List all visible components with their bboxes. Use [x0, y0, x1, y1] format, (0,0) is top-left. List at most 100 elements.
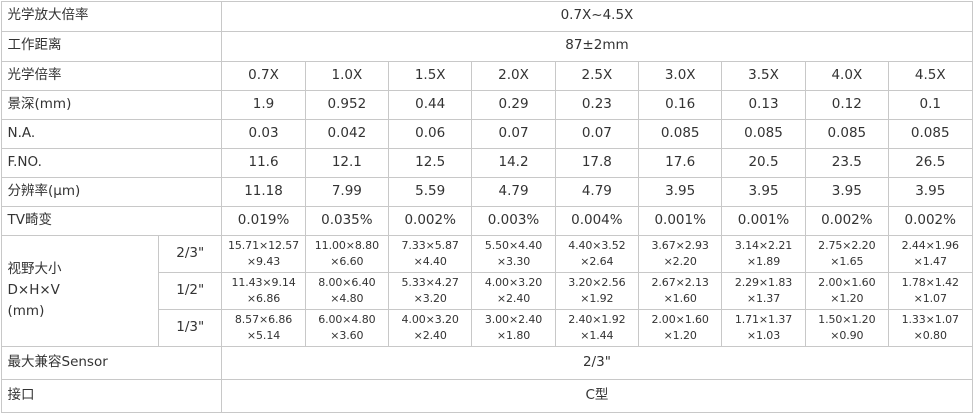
fov-label-line1: 视野大小: [7, 261, 62, 277]
table-cell: 1.9: [221, 89, 306, 120]
fov-cell: 1.50×1.20 ×0.90: [804, 308, 890, 347]
magnification-range-label: 光学放大倍率: [0, 0, 223, 32]
fov-cell: 2.40×1.92 ×1.44: [554, 308, 640, 347]
fov-row: 视野大小 D×H×V (mm) 2/3" 15.71×12.57 ×9.43 11.…: [0, 234, 973, 347]
table-cell: 0.004%: [554, 205, 640, 236]
magnification-label: 光学倍率: [0, 60, 223, 91]
tv-distortion-row: TV畸变 0.019% 0.035% 0.002% 0.003% 0.004% 0.001…: [0, 205, 973, 236]
table-cell: 0.23: [554, 89, 640, 120]
table-cell: 12.5: [388, 147, 473, 178]
fov-cell-line1: 8.57×6.86: [234, 312, 293, 326]
table-cell: 1.5X: [388, 60, 473, 91]
table-cell: 0.085: [638, 118, 723, 149]
table-cell: 7.99: [304, 176, 390, 207]
fov-cell-line1: 2.44×1.96: [901, 238, 959, 252]
fov-cell-line2: ×1.03: [746, 328, 781, 342]
sensor-size-label: 1/3": [158, 308, 223, 347]
mount-row: 接口 C型: [0, 378, 973, 413]
table-cell: 3.5X: [721, 60, 806, 91]
fov-cell: 5.33×4.27 ×3.20: [388, 271, 473, 310]
fov-label: 视野大小 D×H×V (mm): [0, 234, 160, 347]
fov-cell: 3.00×2.40 ×1.80: [471, 308, 556, 347]
table-cell: 0.06: [388, 118, 473, 149]
fov-cell-line2: ×3.20: [413, 291, 447, 305]
max-sensor-row: 最大兼容Sensor 2/3": [0, 345, 973, 380]
fov-cell-line2: ×3.60: [330, 328, 364, 342]
table-cell: 3.95: [804, 176, 890, 207]
table-cell: 26.5: [888, 147, 973, 178]
fov-cell-line2: ×1.65: [830, 254, 864, 268]
fov-row: 1/2" 11.43×9.14 ×6.86 8.00×6.40 ×4.80 5.33×4…: [1, 271, 973, 310]
table-cell: 0.001%: [721, 205, 806, 236]
table-cell: 0.019%: [221, 205, 306, 236]
fov-cell: 1.78×1.42 ×1.07: [888, 271, 973, 310]
table-cell: 11.6: [221, 147, 306, 178]
fov-cell: 3.67×2.93 ×2.20: [638, 234, 723, 273]
fov-cell: 3.14×2.21 ×1.89: [721, 234, 806, 273]
sensor-size-label: 2/3": [158, 234, 223, 273]
table-cell: 4.5X: [888, 60, 973, 91]
table-cell: 0.085: [888, 118, 973, 149]
na-row: N.A. 0.03 0.042 0.06 0.07 0.07 0.085 0.085 0.08…: [0, 118, 973, 149]
table-cell: 1.0X: [304, 60, 390, 91]
table-cell: 0.085: [721, 118, 806, 149]
fno-label: F.NO.: [0, 147, 223, 178]
table-cell: 0.085: [804, 118, 890, 149]
table-cell: 0.952: [304, 89, 390, 120]
fov-cell-line1: 2.75×2.20: [818, 238, 876, 252]
table-cell: 2.0X: [471, 60, 556, 91]
table-cell: 0.03: [221, 118, 306, 149]
fov-cell-line1: 5.50×4.40: [484, 238, 543, 252]
table-cell: 0.001%: [638, 205, 723, 236]
depth-of-field-row: 景深(mm) 1.9 0.952 0.44 0.29 0.23 0.16 0.13 0.12 0…: [0, 89, 973, 120]
magnification-range-value: 0.7X~4.5X: [221, 0, 973, 32]
fov-cell-line1: 1.33×1.07: [901, 312, 959, 326]
table-cell: 14.2: [471, 147, 556, 178]
fov-label-line3: (mm): [7, 303, 45, 319]
fov-cell: 4.40×3.52 ×2.64: [554, 234, 640, 273]
fov-cell-line1: 1.71×1.37: [734, 312, 793, 326]
fov-cell-line1: 3.14×2.21: [734, 238, 793, 252]
fov-cell-line2: ×1.92: [580, 291, 614, 305]
table-cell: 0.7X: [221, 60, 306, 91]
fov-cell-line1: 4.40×3.52: [568, 238, 626, 252]
max-sensor-label: 最大兼容Sensor: [0, 345, 223, 380]
table-cell: 0.07: [554, 118, 640, 149]
table-cell: 12.1: [304, 147, 390, 178]
fov-cell-line1: 1.50×1.20: [818, 312, 876, 326]
fov-cell: 1.71×1.37 ×1.03: [721, 308, 806, 347]
table-cell: 3.95: [721, 176, 806, 207]
fov-cell-line1: 15.71×12.57: [227, 238, 300, 252]
table-cell: 0.002%: [804, 205, 890, 236]
fov-cell-line1: 11.43×9.14: [231, 275, 296, 289]
fov-cell-line1: 6.00×4.80: [318, 312, 376, 326]
fov-cell-line1: 2.67×2.13: [651, 275, 709, 289]
table-cell: 0.035%: [304, 205, 390, 236]
fov-cell-line2: ×2.40: [413, 328, 447, 342]
fov-cell-line1: 4.00×3.20: [484, 275, 543, 289]
fno-row: F.NO. 11.6 12.1 12.5 14.2 17.8 17.6 20.5 23.5 26…: [0, 147, 973, 178]
fov-cell-line2: ×1.37: [746, 291, 781, 305]
fov-cell: 2.75×2.20 ×1.65: [804, 234, 890, 273]
table-cell: 0.002%: [888, 205, 973, 236]
table-cell: 20.5: [721, 147, 806, 178]
fov-cell-line1: 11.00×8.80: [314, 238, 379, 252]
table-cell: 0.002%: [388, 205, 473, 236]
fov-cell: 8.57×6.86 ×5.14: [221, 308, 306, 347]
fov-cell: 2.67×2.13 ×1.60: [638, 271, 723, 310]
table-cell: 4.79: [471, 176, 556, 207]
table-cell: 23.5: [804, 147, 890, 178]
mount-value: C型: [221, 378, 973, 413]
table-cell: 3.95: [888, 176, 973, 207]
fov-cell: 1.33×1.07 ×0.80: [888, 308, 973, 347]
fov-cell-line2: ×1.20: [830, 291, 864, 305]
table-cell: 0.042: [304, 118, 390, 149]
table-cell: 2.5X: [554, 60, 640, 91]
table-cell: 3.0X: [638, 60, 723, 91]
fov-cell-line2: ×1.60: [663, 291, 697, 305]
fov-cell-line1: 3.67×2.93: [651, 238, 709, 252]
fov-cell-line1: 1.78×1.42: [901, 275, 959, 289]
fov-cell: 5.50×4.40 ×3.30: [471, 234, 556, 273]
table-cell: 17.8: [554, 147, 640, 178]
depth-of-field-label: 景深(mm): [0, 89, 223, 120]
